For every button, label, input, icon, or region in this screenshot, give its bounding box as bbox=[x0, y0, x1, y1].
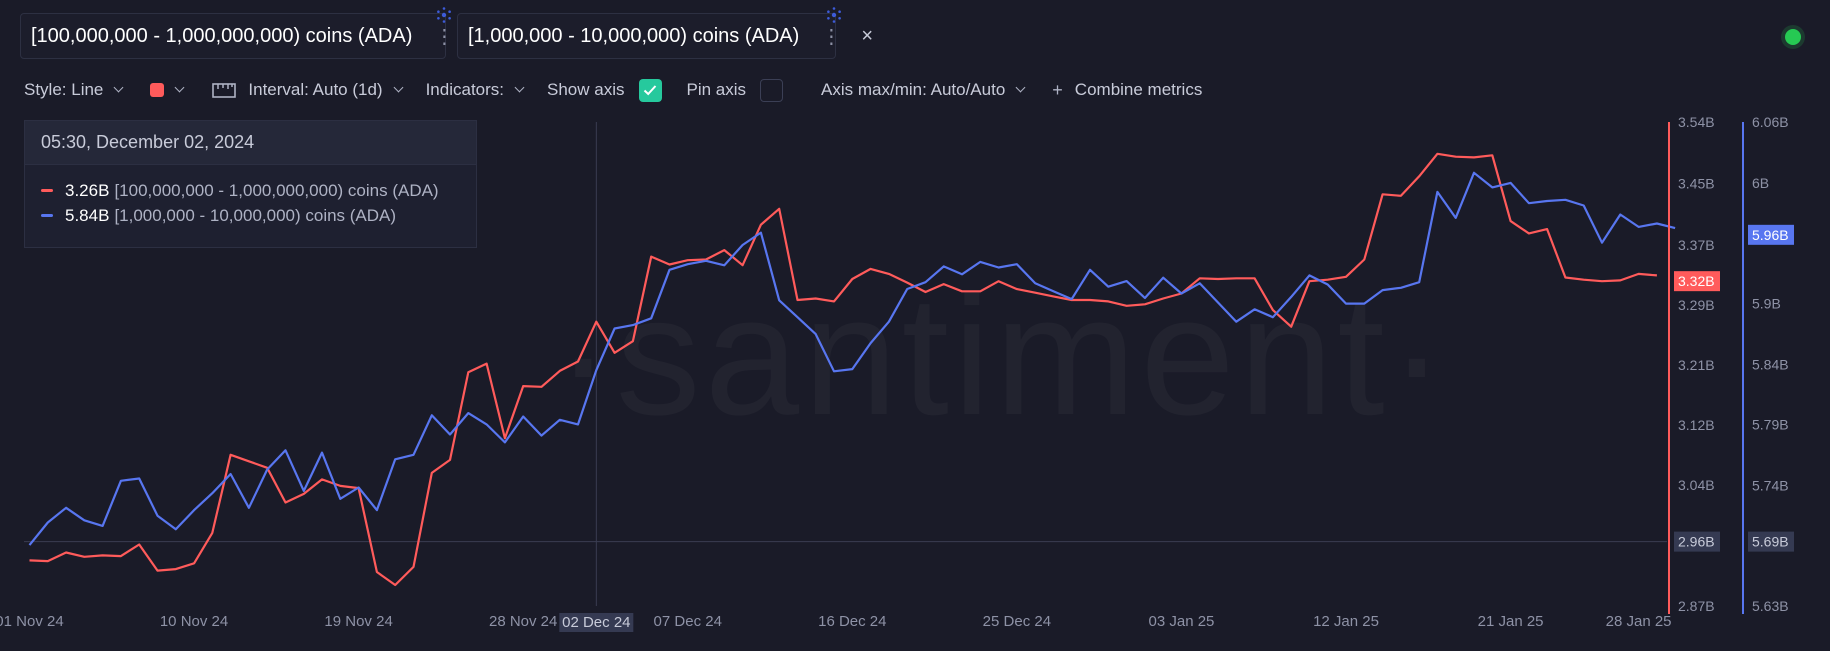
tooltip-value: 3.26B bbox=[65, 180, 110, 200]
axis-maxmin-selector[interactable]: Axis max/min: Auto/Auto bbox=[821, 80, 1026, 100]
x-axis-tick-label: 12 Jan 25 bbox=[1313, 613, 1379, 630]
close-icon[interactable]: × bbox=[861, 24, 873, 47]
show-axis-label: Show axis bbox=[547, 80, 625, 99]
right-axis-tick-label: 6B bbox=[1752, 175, 1769, 191]
current-value-badge-right bbox=[1748, 224, 1794, 245]
right-axis-tick-label: 5.84B bbox=[1752, 357, 1789, 373]
more-options-icon[interactable]: ⋮ bbox=[821, 25, 842, 48]
right-axis-tick-label: 5.74B bbox=[1752, 477, 1789, 493]
left-axis-tick-label: 3.54B bbox=[1678, 114, 1715, 130]
chart-tooltip: 05:30, December 02, 2024 3.26B [100,000,… bbox=[24, 120, 477, 248]
left-axis-tick-label: 3.37B bbox=[1678, 237, 1715, 253]
x-axis-tick-label: 07 Dec 24 bbox=[654, 613, 722, 630]
metric-label: [1,000,000 - 10,000,000) coins (ADA) bbox=[468, 24, 800, 47]
x-axis-tick-label: 28 Nov 24 bbox=[489, 613, 557, 630]
color-selector[interactable] bbox=[150, 82, 185, 97]
metric-label: [100,000,000 - 1,000,000,000) coins (ADA… bbox=[31, 24, 413, 47]
tooltip-series-name: [1,000,000 - 10,000,000) coins (ADA) bbox=[114, 205, 397, 225]
crosshair-x-label-box bbox=[559, 613, 634, 632]
chart-toolbar: Style: Line Interval: Auto (1d) Indicato… bbox=[24, 78, 1202, 102]
tooltip-row: 5.84B [1,000,000 - 10,000,000) coins (AD… bbox=[41, 203, 476, 228]
interval-selector[interactable]: Interval: Auto (1d) bbox=[212, 80, 404, 100]
x-axis-tick-label: 01 Nov 24 bbox=[0, 613, 64, 630]
style-selector[interactable]: Style: Line bbox=[24, 80, 124, 100]
more-options-icon[interactable]: ⋮ bbox=[434, 25, 455, 48]
series-color-dash bbox=[41, 214, 53, 217]
indicators-selector[interactable]: Indicators: bbox=[425, 80, 525, 100]
x-axis-tick-label: 25 Dec 24 bbox=[983, 613, 1051, 630]
current-value-badge-left bbox=[1674, 271, 1720, 292]
series-line-ada-100m bbox=[29, 152, 1657, 587]
pin-axis-label: Pin axis bbox=[686, 80, 747, 99]
left-axis-tick-label: 3.29B bbox=[1678, 297, 1715, 313]
x-axis-tick-label: 28 Jan 25 bbox=[1606, 613, 1672, 630]
tooltip-series-name: [100,000,000 - 1,000,000,000) coins (ADA… bbox=[114, 180, 439, 200]
x-axis-tick-label: 10 Nov 24 bbox=[160, 613, 228, 630]
interval-label: Interval: Auto (1d) bbox=[248, 80, 383, 99]
show-axis-checkbox[interactable] bbox=[638, 78, 662, 102]
cardano-icon bbox=[827, 7, 841, 23]
metric-chip-ada-100m[interactable]: [100,000,000 - 1,000,000,000) coins (ADA… bbox=[20, 7, 486, 59]
series-line-ada-1m bbox=[28, 171, 1676, 546]
series-color-dash bbox=[41, 189, 53, 192]
combine-metrics-button[interactable]: + Combine metrics bbox=[1052, 80, 1202, 101]
left-axis-tick-label: 3.21B bbox=[1678, 357, 1715, 373]
current-value-right: 5.96B bbox=[1752, 227, 1789, 243]
style-label: Style: Line bbox=[24, 80, 104, 99]
left-axis-tick-label: 3.12B bbox=[1678, 417, 1715, 433]
left-axis-tick-label: 2.87B bbox=[1678, 598, 1715, 614]
x-axis-tick-label: 21 Jan 25 bbox=[1478, 613, 1544, 630]
axis-maxmin-label: Axis max/min: Auto/Auto bbox=[821, 80, 1006, 99]
check-icon bbox=[643, 85, 657, 96]
metric-chip-ada-1m[interactable]: [1,000,000 - 10,000,000) coins (ADA) ⋮ × bbox=[457, 7, 873, 59]
right-axis-tick-label: 5.79B bbox=[1752, 416, 1789, 432]
pin-axis-toggle[interactable]: Pin axis bbox=[686, 78, 784, 102]
left-axis-tick-label: 3.04B bbox=[1678, 477, 1715, 493]
crosshair-x-label: 02 Dec 24 bbox=[562, 614, 630, 631]
tooltip-value: 5.84B bbox=[65, 205, 110, 225]
crosshair-y-label-box bbox=[1674, 531, 1720, 552]
combine-metrics-label: Combine metrics bbox=[1074, 80, 1203, 99]
ruler-icon bbox=[212, 83, 237, 98]
current-value-left: 3.32B bbox=[1678, 273, 1715, 289]
plus-icon: + bbox=[1052, 79, 1063, 100]
cardano-icon bbox=[437, 7, 451, 23]
crosshair-y-label: 2.96B bbox=[1678, 534, 1715, 550]
left-axis-tick-label: 3.45B bbox=[1678, 175, 1715, 191]
right-axis-tick-label: 5.63B bbox=[1752, 598, 1789, 614]
right-axis-tick-label: 5.9B bbox=[1752, 296, 1781, 312]
indicators-label: Indicators: bbox=[425, 80, 505, 99]
x-axis-tick-label: 19 Nov 24 bbox=[324, 613, 392, 630]
show-axis-toggle[interactable]: Show axis bbox=[547, 78, 662, 102]
right-axis-tick-label: 6.06B bbox=[1752, 114, 1789, 130]
live-status-dot bbox=[1785, 29, 1801, 45]
x-axis-tick-label: 03 Jan 25 bbox=[1149, 613, 1215, 630]
x-axis-tick-label: 16 Dec 24 bbox=[818, 613, 886, 630]
color-swatch bbox=[150, 83, 165, 97]
pin-axis-checkbox[interactable] bbox=[760, 78, 784, 102]
crosshair-y-label-box bbox=[1748, 531, 1794, 552]
crosshair-y-label-right: 5.69B bbox=[1752, 534, 1789, 550]
tooltip-date: 05:30, December 02, 2024 bbox=[25, 121, 476, 165]
tooltip-row: 3.26B [100,000,000 - 1,000,000,000) coin… bbox=[41, 178, 476, 203]
